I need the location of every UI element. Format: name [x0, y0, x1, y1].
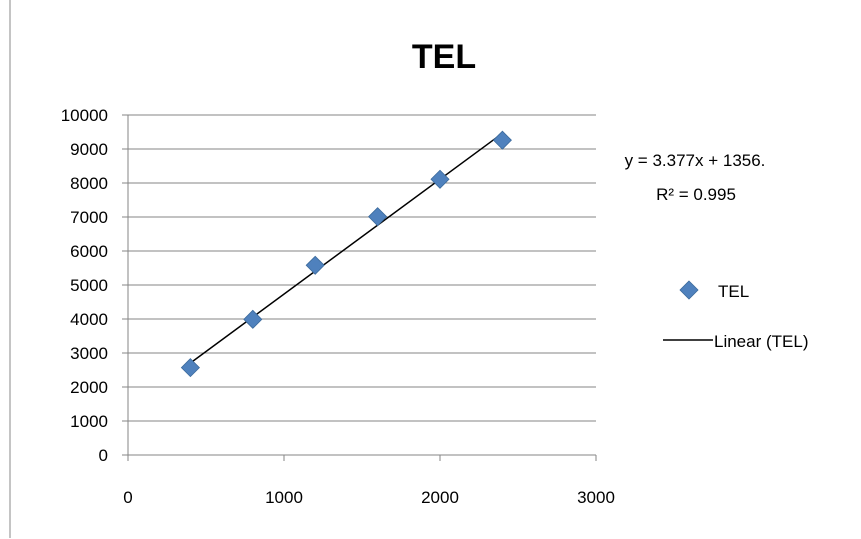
- y-tick-label-6: 6000: [70, 242, 108, 261]
- y-tick-label-7: 7000: [70, 208, 108, 227]
- y-tick-label-2: 2000: [70, 378, 108, 397]
- y-tick-label-8: 8000: [70, 174, 108, 193]
- y-tick-label-10: 10000: [61, 106, 108, 125]
- y-tick-label-9: 9000: [70, 140, 108, 159]
- x-tick-label-2: 2000: [421, 488, 459, 507]
- legend-label-linear: Linear (TEL): [714, 332, 808, 351]
- y-tick-label-5: 5000: [70, 276, 108, 295]
- legend-label-tel: TEL: [718, 282, 749, 301]
- trendline-r-squared: R² = 0.995: [656, 185, 736, 204]
- trendline-equation: y = 3.377x + 1356.: [625, 151, 766, 170]
- y-tick-label-0: 0: [99, 446, 108, 465]
- y-tick-label-3: 3000: [70, 344, 108, 363]
- x-tick-label-3: 3000: [577, 488, 615, 507]
- y-tick-label-4: 4000: [70, 310, 108, 329]
- y-tick-label-1: 1000: [70, 412, 108, 431]
- chart-title: TEL: [412, 38, 476, 76]
- x-tick-label-1: 1000: [265, 488, 303, 507]
- x-tick-label-0: 0: [123, 488, 132, 507]
